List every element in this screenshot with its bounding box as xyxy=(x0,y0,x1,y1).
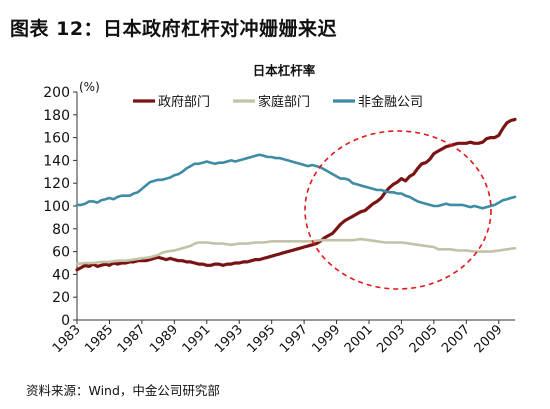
chart-title: 日本杠杆率 xyxy=(253,63,316,78)
y-tick-label: 20 xyxy=(52,290,70,306)
x-tick-label: 1999 xyxy=(309,322,343,356)
x-tick-label: 1983 xyxy=(50,322,84,356)
y-tick-label: 80 xyxy=(52,222,70,238)
y-tick-label: 200 xyxy=(43,85,70,101)
x-tick-label: 2005 xyxy=(407,322,441,356)
source-note: 资料来源：Wind，中金公司研究部 xyxy=(26,383,220,398)
x-tick-label: 1995 xyxy=(244,322,278,356)
y-tick-label: 0 xyxy=(61,313,70,329)
y-tick-label: 160 xyxy=(43,131,70,147)
series-line-3 xyxy=(75,153,517,210)
x-tick-label: 1987 xyxy=(115,322,149,356)
x-tick-label: 1989 xyxy=(147,322,181,356)
x-tick-label: 1991 xyxy=(180,322,214,356)
y-tick-label: 140 xyxy=(43,153,70,169)
legend-label: 家庭部门 xyxy=(258,94,310,110)
x-tick-label: 2009 xyxy=(472,322,506,356)
series-line-2 xyxy=(75,237,517,266)
x-axis: 1983198519871989199119931995199719992001… xyxy=(50,319,515,356)
x-tick-label: 1997 xyxy=(277,322,311,356)
series-layer xyxy=(75,117,517,272)
x-tick-label: 2003 xyxy=(374,322,408,356)
figure-title: 图表 12：日本政府杠杆对冲姗姗来迟 xyxy=(10,18,338,40)
y-axis-unit: (%) xyxy=(79,80,100,94)
x-tick-label: 2007 xyxy=(439,322,473,356)
y-tick-label: 60 xyxy=(52,245,70,261)
y-tick-label: 100 xyxy=(43,199,70,215)
legend: 政府部门 家庭部门 非金融公司 xyxy=(133,94,423,110)
legend-label: 政府部门 xyxy=(158,95,210,110)
y-tick-label: 40 xyxy=(52,267,70,283)
legend-label: 非金融公司 xyxy=(358,94,423,110)
series-line-1 xyxy=(75,117,517,272)
y-tick-label: 180 xyxy=(43,108,70,124)
highlight-ellipse xyxy=(304,130,492,290)
x-tick-label: 1985 xyxy=(82,322,116,356)
x-tick-label: 1993 xyxy=(212,322,246,356)
legend-item: 家庭部门 xyxy=(233,94,310,110)
y-axis: 0 20 40 60 80 100 120 140 160 180 200 xyxy=(43,85,78,329)
x-tick-label: 2001 xyxy=(342,322,376,356)
legend-item: 政府部门 xyxy=(133,95,210,110)
y-tick-label: 120 xyxy=(43,176,70,192)
legend-item: 非金融公司 xyxy=(333,94,423,110)
